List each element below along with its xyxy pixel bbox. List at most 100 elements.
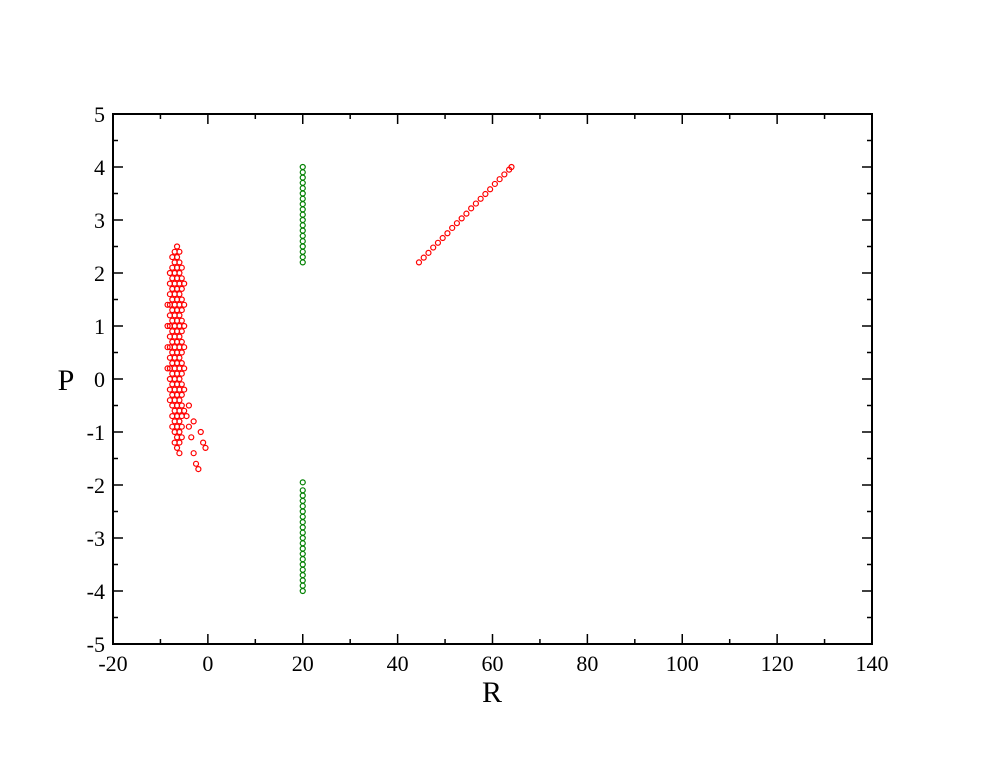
point [178, 296, 185, 303]
x-tick-label: 120 [761, 651, 794, 676]
point [181, 280, 188, 287]
point [176, 259, 183, 266]
point [178, 317, 185, 324]
point [178, 434, 185, 441]
point [178, 391, 185, 398]
point [415, 259, 423, 266]
point [178, 423, 185, 430]
point [176, 439, 183, 446]
point [176, 397, 183, 404]
point [176, 428, 183, 436]
x-tick-label: 40 [387, 651, 409, 676]
y-tick-label: -5 [87, 632, 105, 657]
point [173, 243, 181, 250]
point [181, 344, 188, 351]
point [420, 254, 427, 261]
y-axis-label: P [58, 364, 75, 397]
point [439, 234, 446, 242]
point [185, 402, 192, 409]
point [176, 312, 183, 319]
point [444, 230, 451, 237]
point [425, 249, 432, 256]
point [430, 244, 437, 251]
point [477, 195, 484, 202]
point [453, 220, 461, 227]
point [164, 344, 171, 351]
x-tick-label: 100 [666, 651, 699, 676]
point [176, 375, 183, 383]
point [181, 407, 188, 414]
y-tick-label: -1 [87, 420, 105, 445]
point [178, 264, 185, 271]
x-tick-label: 140 [856, 651, 889, 676]
point [176, 354, 183, 361]
point [178, 285, 185, 292]
point [164, 301, 171, 308]
x-tick-label: 60 [482, 651, 504, 676]
y-tick-label: 1 [94, 314, 105, 339]
x-tick-label: 0 [202, 651, 213, 676]
y-tick-label: 3 [94, 208, 105, 233]
point [458, 215, 465, 222]
y-tick-label: 0 [94, 367, 105, 392]
point [181, 301, 188, 308]
point [178, 307, 185, 314]
point [173, 444, 181, 451]
point [178, 370, 185, 377]
point [176, 291, 183, 298]
plot-frame [112, 113, 873, 645]
point [173, 254, 181, 261]
point [178, 338, 185, 345]
y-tick-label: 2 [94, 261, 105, 286]
point [176, 269, 183, 277]
point [192, 460, 200, 467]
y-tick-label: -3 [87, 526, 105, 551]
x-tick-label: 80 [576, 651, 598, 676]
point [463, 210, 470, 217]
point [299, 163, 306, 171]
point [185, 423, 192, 430]
point [178, 275, 185, 282]
point [181, 322, 188, 330]
y-tick-label: 4 [94, 155, 105, 180]
point [197, 428, 204, 436]
point [176, 418, 183, 425]
point [164, 322, 171, 330]
point [181, 386, 188, 393]
y-tick-label: -2 [87, 473, 105, 498]
y-tick-label: -4 [87, 579, 105, 604]
x-axis-label: R [482, 676, 502, 709]
point [178, 349, 185, 356]
point [178, 381, 185, 388]
point [164, 365, 171, 372]
point [449, 224, 456, 232]
point [190, 450, 197, 457]
point [181, 365, 188, 372]
point [176, 450, 183, 457]
point [188, 434, 195, 441]
point [487, 186, 494, 193]
point [508, 163, 515, 171]
point [183, 413, 190, 420]
point [178, 328, 185, 335]
point [434, 239, 442, 246]
point [472, 200, 479, 207]
point [176, 333, 183, 340]
point [482, 190, 489, 198]
point [176, 248, 183, 255]
point [299, 479, 306, 486]
point [496, 176, 503, 183]
point [195, 466, 202, 473]
point [299, 587, 306, 595]
x-tick-label: 20 [292, 651, 314, 676]
point [190, 418, 197, 425]
point [178, 402, 185, 409]
y-tick-label: 5 [94, 102, 105, 127]
point [491, 180, 498, 188]
x-tick-label: -20 [98, 651, 127, 676]
point [200, 439, 207, 446]
point [178, 360, 185, 367]
point [501, 171, 508, 178]
